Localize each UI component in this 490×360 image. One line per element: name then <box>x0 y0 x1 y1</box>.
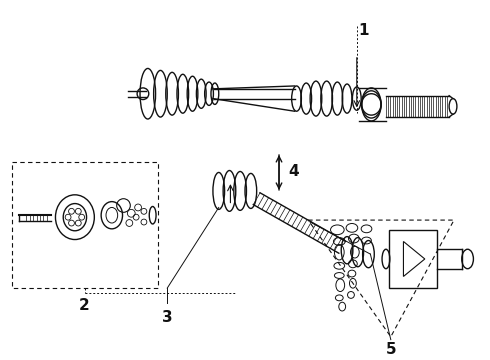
Text: 4: 4 <box>289 164 299 179</box>
Bar <box>389 230 438 288</box>
Bar <box>12 162 157 288</box>
Text: 5: 5 <box>386 342 396 357</box>
Text: 1: 1 <box>359 23 369 38</box>
Text: 2: 2 <box>79 298 90 313</box>
Text: 3: 3 <box>162 310 172 325</box>
